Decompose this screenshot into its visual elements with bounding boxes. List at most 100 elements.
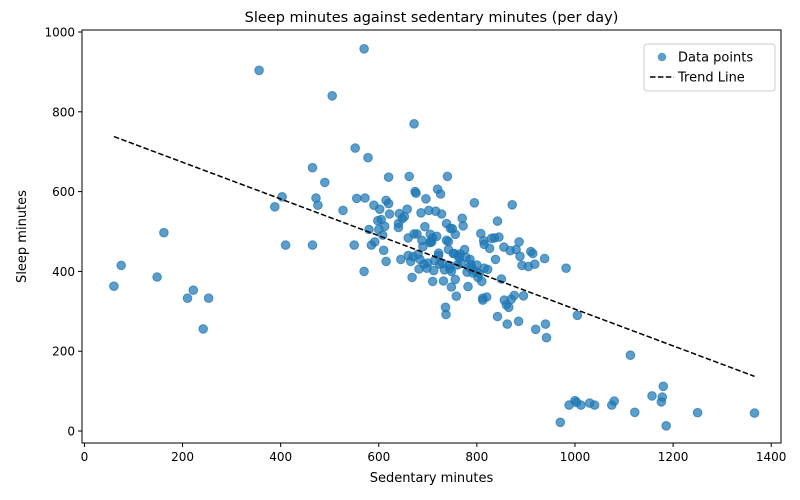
- plot-frame: [81, 29, 782, 444]
- data-point: [159, 227, 169, 238]
- data-point: [504, 302, 514, 313]
- data-point: [378, 245, 389, 256]
- data-point: [494, 232, 504, 242]
- x-tick-label: 600: [367, 450, 390, 464]
- data-point: [518, 291, 529, 301]
- data-point: [349, 240, 360, 250]
- data-point: [609, 396, 620, 406]
- data-point: [384, 209, 395, 219]
- y-tick-label: 1000: [44, 25, 75, 39]
- data-point: [514, 237, 524, 247]
- data-point: [379, 221, 390, 232]
- data-point: [530, 259, 540, 270]
- data-point: [446, 282, 457, 292]
- data-point: [647, 391, 657, 401]
- data-point: [692, 407, 703, 418]
- y-tick-label: 0: [67, 425, 75, 439]
- y-tick-label: 200: [52, 345, 75, 359]
- data-point: [383, 172, 394, 182]
- y-tick-label: 800: [52, 105, 75, 119]
- data-point: [307, 162, 318, 173]
- data-point: [420, 221, 430, 232]
- data-point: [203, 293, 214, 304]
- data-point: [433, 248, 444, 258]
- data-point: [350, 143, 361, 153]
- data-point: [396, 254, 406, 265]
- data-point: [657, 392, 668, 402]
- data-point: [377, 230, 388, 240]
- y-tick-label: 600: [52, 185, 75, 199]
- x-tick-label: 1400: [756, 450, 787, 464]
- x-tick-label: 800: [465, 450, 488, 464]
- data-point: [484, 243, 495, 254]
- data-point: [446, 266, 457, 277]
- data-point: [530, 324, 541, 335]
- data-point: [515, 251, 525, 262]
- data-point: [421, 194, 431, 204]
- data-point: [450, 274, 461, 285]
- data-point: [428, 265, 439, 276]
- x-axis-title: Sedentary minutes: [370, 471, 494, 486]
- data-point: [427, 276, 438, 287]
- legend-marker-data-points: [657, 52, 667, 62]
- data-point: [435, 189, 446, 199]
- data-point: [492, 216, 503, 226]
- data-point: [383, 198, 394, 209]
- data-point: [576, 400, 586, 410]
- data-point: [513, 316, 524, 327]
- data-point: [749, 408, 760, 418]
- data-point: [409, 119, 419, 129]
- data-point: [359, 44, 369, 54]
- data-point: [539, 253, 550, 264]
- data-point: [661, 421, 672, 431]
- data-point: [482, 264, 493, 275]
- data-point: [528, 248, 538, 259]
- data-point: [658, 381, 669, 392]
- data-point: [502, 319, 513, 329]
- legend-label-data-points: Data points: [678, 51, 753, 66]
- data-point: [436, 209, 447, 219]
- data-point: [509, 290, 520, 301]
- data-point: [360, 193, 370, 203]
- data-point: [416, 208, 426, 218]
- data-point: [370, 237, 380, 247]
- data-point: [625, 350, 636, 361]
- data-point: [198, 324, 208, 334]
- data-point: [412, 229, 422, 239]
- x-tick-label: 1000: [560, 450, 591, 464]
- data-point: [589, 400, 600, 410]
- data-point: [481, 292, 492, 302]
- y-tick-label: 400: [52, 265, 75, 279]
- x-tick-label: 200: [171, 450, 194, 464]
- data-point: [109, 281, 119, 292]
- data-point: [411, 188, 421, 198]
- data-point: [363, 152, 373, 163]
- data-point: [463, 281, 473, 292]
- x-axis-ticks: 0 200 400 600 800 1000 1200 1400: [81, 443, 787, 464]
- trend-line-layer: [113, 135, 755, 378]
- data-point: [307, 240, 318, 250]
- data-point: [280, 240, 291, 250]
- data-point: [313, 200, 323, 210]
- data-point: [351, 193, 362, 204]
- data-point: [254, 65, 264, 76]
- x-tick-label: 0: [81, 450, 89, 464]
- data-point: [116, 260, 126, 271]
- data-point: [490, 254, 501, 265]
- data-point: [441, 309, 451, 320]
- data-point: [458, 221, 468, 231]
- data-point: [359, 266, 369, 277]
- data-point: [442, 171, 453, 182]
- data-point: [188, 285, 199, 296]
- data-point: [630, 407, 640, 418]
- data-point: [459, 244, 470, 255]
- data-point: [438, 276, 449, 286]
- data-point: [540, 319, 551, 329]
- y-axis-ticks: 0 200 400 600 800 1000: [44, 25, 82, 439]
- data-point: [277, 192, 287, 202]
- data-point: [561, 263, 571, 274]
- data-point: [451, 291, 462, 302]
- data-point: [327, 91, 338, 101]
- x-tick-label: 1200: [658, 450, 689, 464]
